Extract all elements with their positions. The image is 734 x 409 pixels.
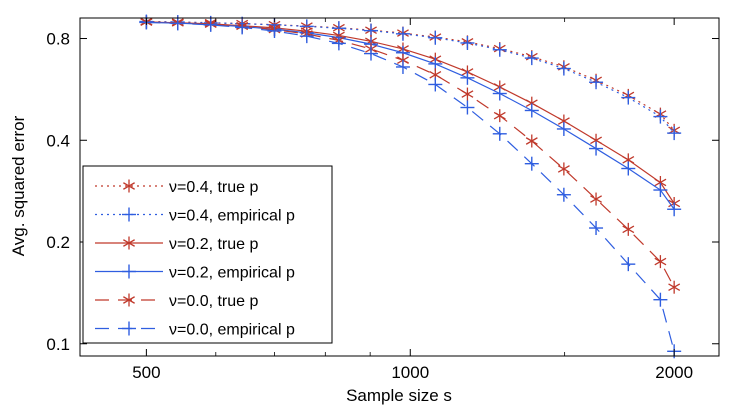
data-point-s5-6 (331, 36, 346, 51)
data-point-s1-10 (460, 35, 475, 50)
data-point-s4-15 (622, 222, 635, 236)
y-axis-label: Avg. squared error (9, 115, 28, 256)
axes-box (79, 17, 720, 357)
data-point-s1-12 (524, 51, 539, 66)
data-point-s4-17 (668, 280, 681, 294)
legend-label-5: ν=0.0, empirical p (169, 322, 295, 339)
data-point-s4-13 (557, 162, 570, 176)
legend-label-0: ν=0.4, true p (169, 179, 258, 196)
legend-marker-5 (122, 321, 136, 336)
x-tick-label: 500 (132, 363, 160, 382)
data-point-s4-10 (461, 87, 474, 101)
data-point-s5-10 (460, 100, 475, 115)
x-axis-label: Sample size s (346, 386, 452, 405)
data-point-s5-15 (621, 257, 636, 272)
plot-area (139, 14, 682, 359)
data-point-s4-14 (590, 192, 602, 206)
data-point-s1-8 (395, 26, 410, 41)
legend-marker-0 (123, 179, 135, 193)
data-point-s3-15 (621, 161, 636, 176)
y-tick-label: 0.8 (46, 30, 70, 49)
data-point-s3-16 (653, 183, 668, 198)
data-point-s3-17 (667, 202, 682, 217)
data-point-s5-11 (492, 126, 507, 141)
data-point-s5-2 (203, 17, 218, 32)
data-point-s5-9 (428, 77, 443, 92)
series-line-4 (146, 21, 675, 288)
data-point-s3-10 (460, 70, 475, 85)
data-point-s1-11 (492, 42, 507, 57)
data-point-s3-12 (524, 103, 539, 118)
legend-label-1: ν=0.4, empirical p (169, 208, 295, 225)
data-point-s3-14 (589, 141, 604, 156)
legend-label-4: ν=0.0, true p (169, 293, 258, 310)
x-tick-label: 2000 (655, 363, 693, 382)
data-point-s4-16 (654, 255, 667, 269)
data-point-s5-1 (170, 16, 185, 31)
data-point-s1-16 (653, 109, 668, 124)
legend-label-3: ν=0.2, empirical p (169, 265, 295, 282)
legend-box (82, 165, 333, 344)
legend-label-2: ν=0.2, true p (169, 236, 258, 253)
data-point-s5-14 (589, 221, 604, 236)
data-point-s4-11 (493, 109, 506, 123)
data-point-s1-13 (556, 61, 571, 76)
data-point-s5-13 (556, 187, 571, 202)
y-tick-label: 0.2 (46, 233, 70, 252)
data-point-s1-14 (589, 75, 604, 90)
legend-marker-3 (122, 264, 136, 279)
data-point-s5-4 (267, 24, 282, 39)
data-point-s3-13 (556, 121, 571, 136)
legend-marker-1 (122, 207, 136, 222)
data-point-s5-12 (524, 156, 539, 171)
x-tick-label: 1000 (391, 363, 429, 382)
data-point-s5-5 (299, 29, 314, 44)
legend-marker-2 (123, 236, 135, 250)
series-line-5 (146, 21, 675, 352)
y-tick-label: 0.1 (46, 335, 70, 354)
axes: Sample size s Avg. squared error 500 1000… (9, 17, 720, 405)
legend-marker-4 (123, 293, 135, 307)
data-point-s1-15 (621, 90, 636, 105)
legend: ν=0.4, true p ν=0.4, empirical p ν=0.2, tr… (82, 165, 333, 344)
y-tick-label: 0.4 (46, 131, 70, 150)
data-point-s5-3 (235, 20, 250, 35)
data-point-s5-8 (395, 59, 410, 74)
data-point-s5-7 (364, 46, 379, 61)
data-point-s1-9 (428, 30, 443, 45)
data-point-s5-16 (653, 292, 668, 307)
data-point-s1-17 (667, 126, 682, 141)
data-point-s4-12 (525, 134, 538, 148)
data-point-s3-11 (492, 86, 507, 101)
